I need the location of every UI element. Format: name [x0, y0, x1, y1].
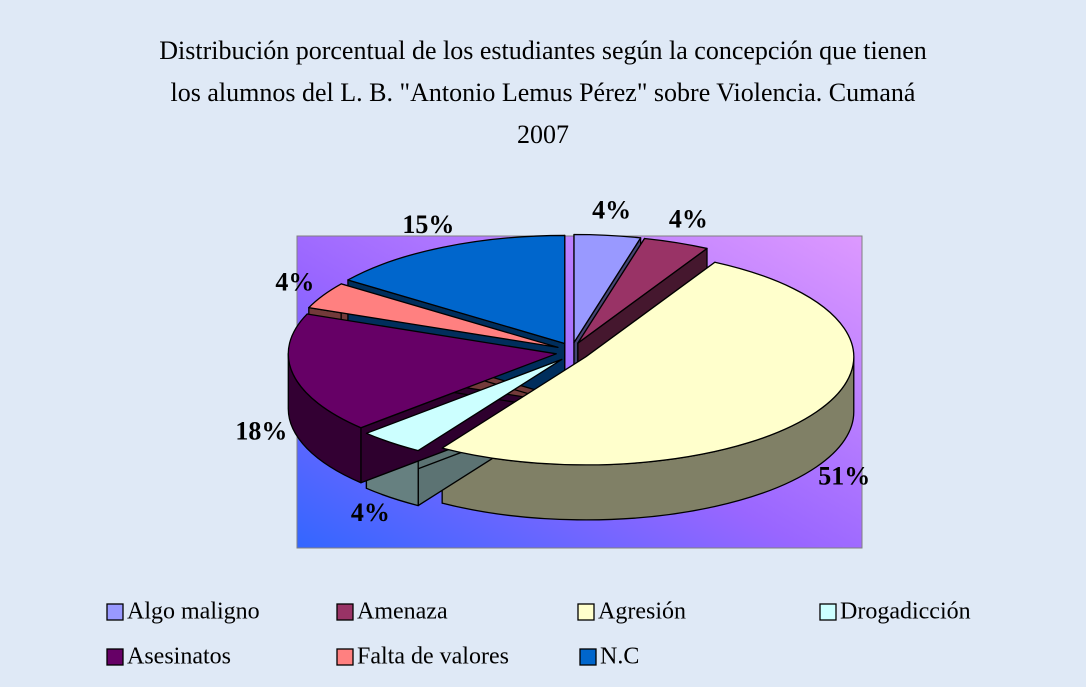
- legend-label: Amenaza: [357, 599, 448, 625]
- legend-label: N.C: [600, 644, 639, 670]
- legend-swatch: [336, 648, 354, 666]
- legend-swatch: [106, 648, 124, 666]
- legend-swatch: [819, 603, 837, 621]
- pie-slice: [441, 261, 855, 466]
- legend-label: Algo maligno: [127, 599, 260, 625]
- legend-swatch: [579, 648, 597, 666]
- data-label: 4%: [351, 498, 390, 527]
- pie-tops: [287, 233, 855, 466]
- legend-swatch: [336, 603, 354, 621]
- legend-label: Falta de valores: [357, 644, 509, 670]
- data-label: 51%: [818, 461, 870, 490]
- legend-label: Asesinatos: [127, 644, 231, 670]
- legend-label: Agresión: [598, 599, 686, 625]
- pie-slice: [573, 233, 642, 344]
- data-label: 15%: [402, 210, 454, 239]
- data-label: 4%: [592, 196, 631, 225]
- data-label: 4%: [669, 204, 708, 233]
- pie-slice: [308, 283, 559, 349]
- data-label: 4%: [275, 267, 314, 296]
- pie-slice: [365, 358, 563, 452]
- legend-label: Drogadicción: [840, 599, 971, 625]
- pie-slice: [287, 313, 557, 429]
- chart-title: Distribución porcentual de los estudiant…: [159, 36, 927, 149]
- legend-swatch: [106, 603, 124, 621]
- pie-slice: [577, 237, 708, 344]
- pie-slice: [347, 234, 566, 345]
- data-label: 18%: [235, 416, 287, 445]
- legend-swatch: [577, 603, 595, 621]
